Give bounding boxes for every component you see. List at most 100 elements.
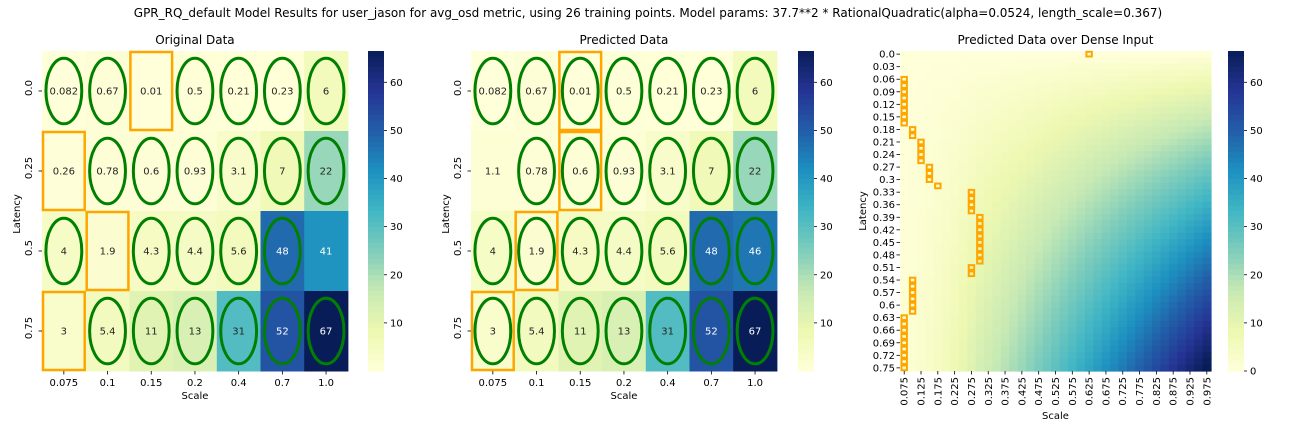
dense-heatmap-cell	[925, 145, 935, 152]
predicted-colorbar-segment	[798, 301, 814, 308]
dense-heatmap-cell	[984, 345, 994, 353]
original-heatmap-cell	[42, 51, 87, 132]
dense-colorbar-segment	[1228, 109, 1244, 116]
original-training-point-ellipse	[175, 216, 215, 286]
dense-colorbar-segment	[1228, 141, 1244, 148]
dense-heatmap-cell	[1000, 314, 1010, 322]
dense-heatmap-cell	[984, 201, 994, 209]
dense-heatmap-cell	[1000, 113, 1010, 121]
dense-heatmap-cell	[958, 189, 968, 196]
dense-heatmap-cell	[1135, 232, 1145, 240]
dense-heatmap-cell	[1000, 182, 1010, 190]
dense-heatmap-cell	[933, 333, 943, 341]
predicted-training-point-ellipse	[648, 216, 688, 286]
dense-heatmap-cell	[1059, 283, 1069, 291]
dense-heatmap-cell	[1084, 88, 1094, 96]
dense-heatmap-cell	[1118, 145, 1128, 152]
dense-heatmap-cell	[1051, 220, 1061, 228]
dense-heatmap-cell	[1009, 76, 1019, 83]
dense-heatmap-cell	[1185, 82, 1195, 90]
dense-heatmap-cell	[1034, 176, 1044, 184]
dense-heatmap-cell	[1042, 239, 1052, 247]
dense-heatmap-cell	[1101, 138, 1111, 146]
dense-heatmap-cell	[984, 239, 994, 247]
dense-heatmap-cell	[1110, 314, 1120, 322]
dense-heatmap-cell	[992, 113, 1002, 121]
predicted-colorbar-segment	[798, 67, 814, 73]
predicted-cell-label: 4.3	[572, 247, 588, 258]
dense-heatmap-cell	[1026, 101, 1036, 109]
dense-heatmap-cell	[1051, 295, 1061, 303]
dense-heatmap-cell	[1202, 301, 1212, 309]
predicted-cell-label: 0.67	[525, 87, 547, 98]
dense-heatmap-cell	[1160, 51, 1170, 58]
dense-heatmap-cell	[1017, 220, 1027, 228]
dense-heatmap-cell	[1202, 283, 1212, 291]
dense-heatmap-cell	[942, 63, 952, 71]
dense-heatmap-cell	[1126, 182, 1136, 190]
dense-heatmap-cell	[1059, 251, 1069, 259]
dense-heatmap-cell	[1042, 207, 1052, 215]
dense-heatmap-cell	[1051, 163, 1061, 171]
dense-heatmap-cell	[950, 76, 960, 83]
dense-heatmap-cell	[1000, 195, 1010, 203]
dense-heatmap-cell	[900, 170, 910, 178]
dense-heatmap-cell	[1093, 170, 1103, 178]
dense-heatmap-cell	[1168, 333, 1178, 341]
dense-heatmap-cell	[984, 189, 994, 196]
dense-heatmap-cell	[984, 170, 994, 178]
dense-heatmap-cell	[908, 101, 918, 109]
dense-heatmap-cell	[925, 333, 935, 341]
dense-heatmap-cell	[1118, 157, 1128, 165]
dense-heatmap-cell	[975, 308, 985, 316]
original-heatmap-cell	[260, 211, 305, 292]
dense-heatmap-cell	[1000, 126, 1010, 134]
predicted-colorbar-segment	[798, 291, 814, 297]
dense-heatmap-cell	[1034, 245, 1044, 253]
dense-heatmap-cell	[1034, 63, 1044, 71]
dense-heatmap-cell	[1034, 132, 1044, 140]
dense-heatmap-cell	[1076, 251, 1086, 259]
dense-heatmap-cell	[933, 327, 943, 334]
dense-heatmap-cell	[1143, 189, 1153, 196]
dense-heatmap-cell	[1042, 320, 1052, 328]
dense-heatmap-cell	[1110, 82, 1120, 90]
dense-heatmap-cell	[1026, 151, 1036, 159]
dense-heatmap-cell	[1009, 107, 1019, 115]
dense-heatmap-cell	[1068, 358, 1078, 366]
original-training-point-ellipse	[219, 136, 259, 206]
dense-heatmap-cell	[975, 57, 985, 65]
original-heatmap-cell	[304, 51, 349, 132]
dense-heatmap-cell	[1042, 63, 1052, 71]
dense-heatmap-cell	[1185, 358, 1195, 366]
dense-heatmap-cell	[1068, 170, 1078, 178]
dense-row-min-box	[900, 314, 908, 322]
dense-heatmap-cell	[1168, 327, 1178, 334]
predicted-training-point-ellipse	[691, 136, 731, 206]
dense-heatmap-cell	[1076, 189, 1086, 196]
original-training-point-ellipse	[262, 136, 302, 206]
dense-heatmap-cell	[1093, 189, 1103, 196]
dense-heatmap-cell	[1084, 132, 1094, 140]
dense-heatmap-cell	[950, 163, 960, 171]
predicted-heatmap-cell	[471, 211, 516, 292]
dense-heatmap-cell	[1000, 226, 1010, 234]
original-training-point-ellipse	[88, 296, 127, 366]
dense-heatmap-cell	[1101, 314, 1111, 322]
dense-y-tick-label: 0.6	[879, 301, 895, 312]
predicted-y-axis-label: Latency	[441, 194, 452, 234]
dense-heatmap-cell	[1110, 239, 1120, 247]
dense-colorbar-segment	[1228, 333, 1244, 340]
predicted-heatmap-cell	[733, 211, 778, 292]
dense-row-min-box	[917, 157, 925, 165]
dense-heatmap-cell	[1194, 364, 1204, 372]
dense-heatmap-cell	[1009, 170, 1019, 178]
dense-row-min-box	[900, 75, 908, 83]
dense-heatmap-cell	[1076, 333, 1086, 341]
dense-heatmap-cell	[1177, 145, 1187, 152]
dense-heatmap-cell	[1026, 189, 1036, 196]
dense-heatmap-cell	[1152, 189, 1162, 196]
dense-heatmap-cell	[975, 276, 985, 284]
dense-heatmap-cell	[1000, 88, 1010, 96]
dense-heatmap-cell	[1194, 195, 1204, 203]
